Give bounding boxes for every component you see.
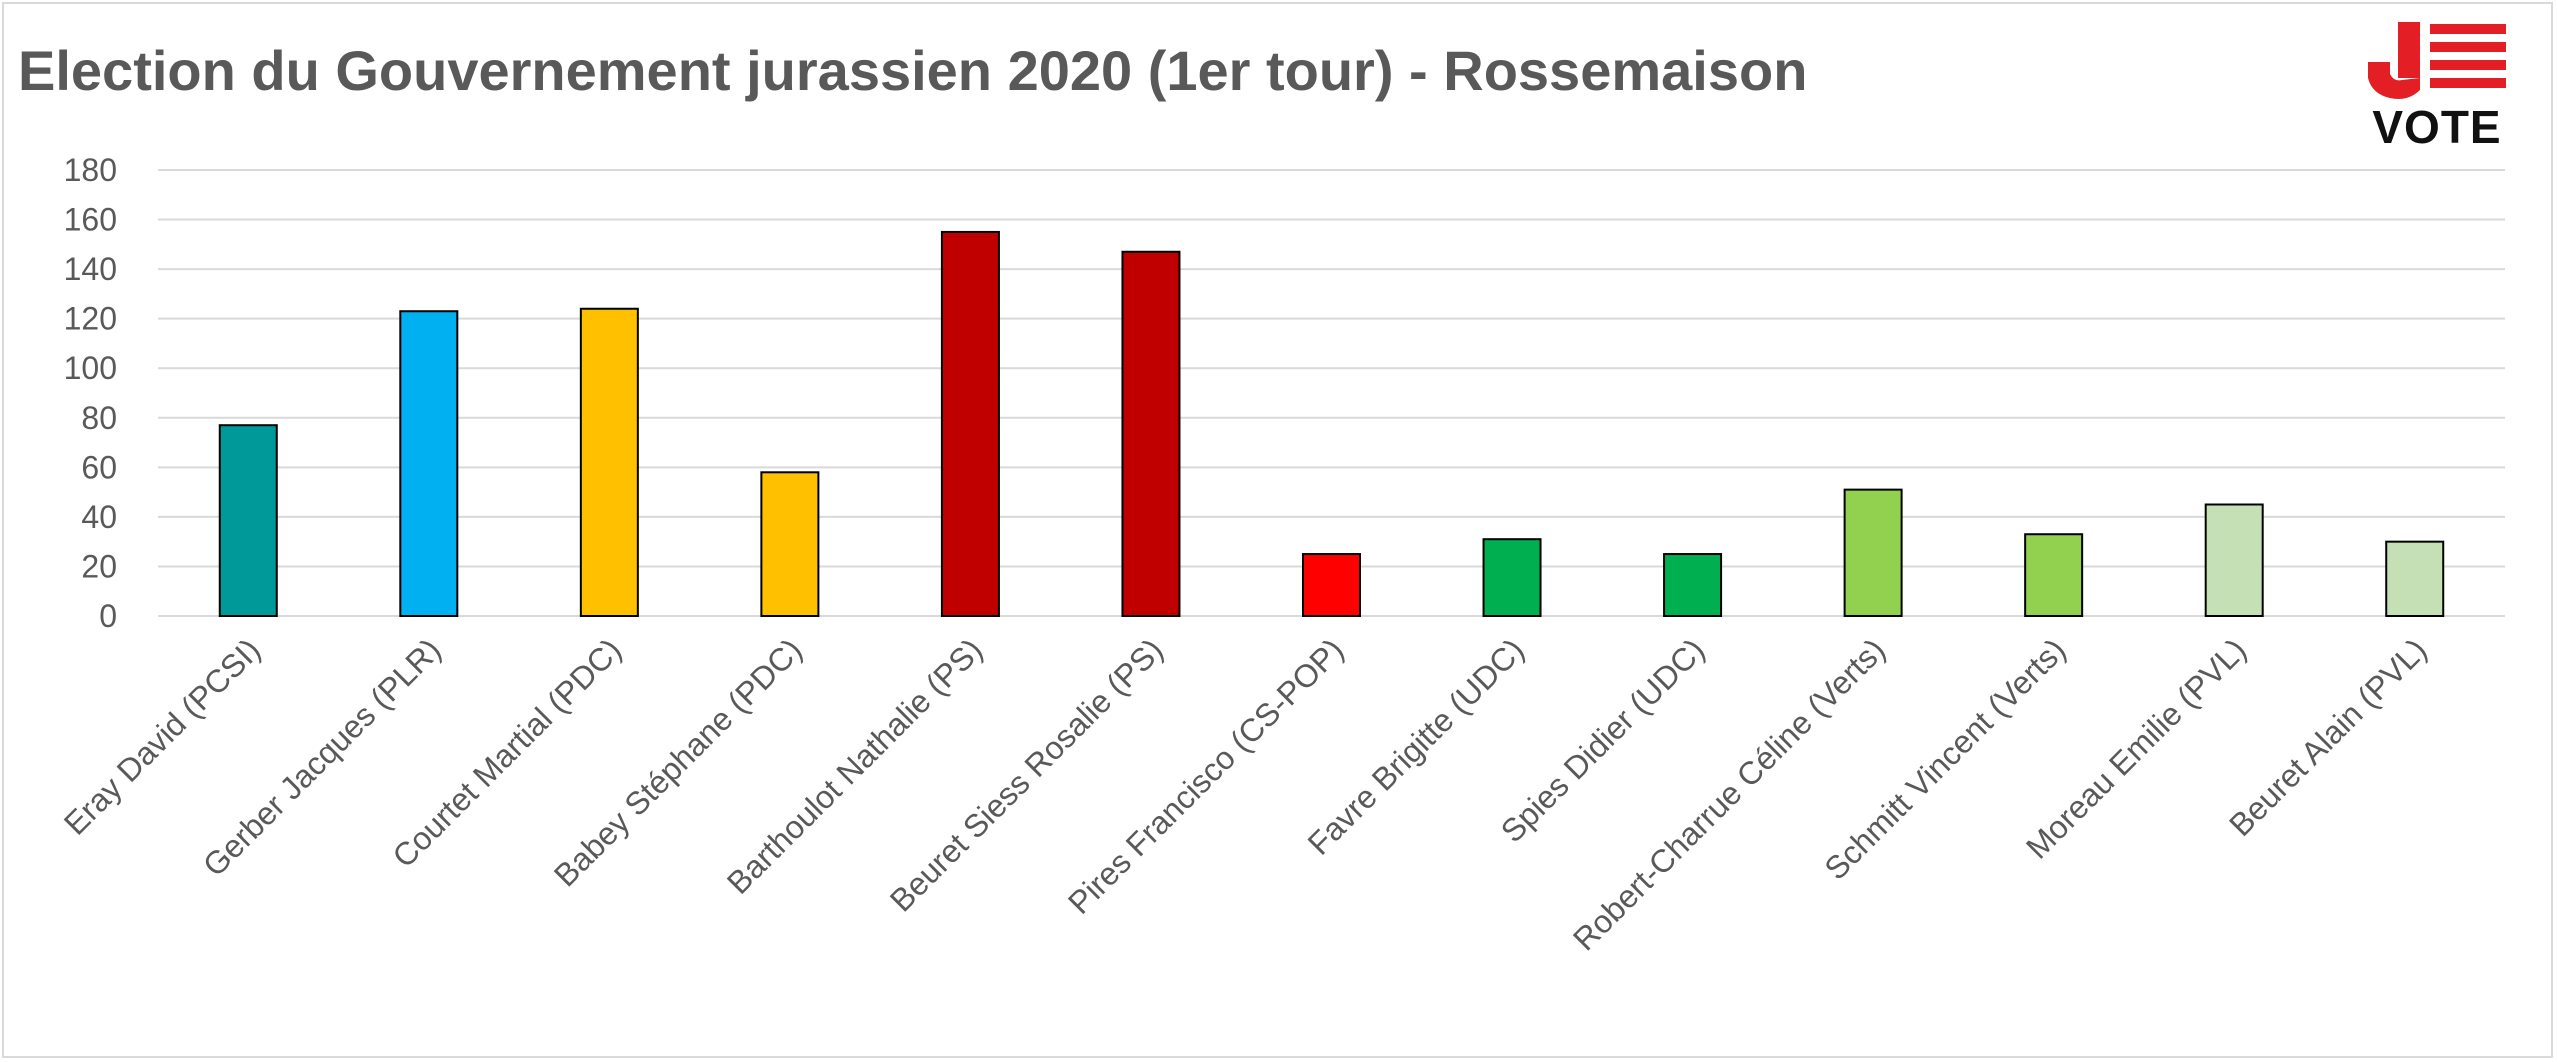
chart-title: Election du Gouvernement jurassien 2020 … [18,39,1808,102]
y-tick-label: 160 [64,202,117,238]
y-tick-label: 120 [64,301,117,337]
y-tick-label: 80 [81,400,117,436]
y-tick-label: 40 [81,499,117,535]
y-tick-label: 0 [99,598,117,634]
bar [1302,553,1361,617]
bar [399,310,459,617]
y-tick-label: 20 [81,548,117,584]
logo-j-mark-icon [2368,22,2506,99]
bar [1482,538,1542,618]
y-tick-label: 100 [64,350,117,386]
bar [1843,488,1903,617]
y-tick-label: 140 [64,251,117,287]
bar [1663,553,1723,617]
x-category-label: Robert-Charrue Céline (Verts) [1566,631,1892,957]
bars [218,230,2445,618]
bar [760,471,820,617]
y-tick-label: 180 [64,152,117,188]
gridlines [158,169,2505,617]
bar [2385,540,2445,618]
bar [1121,250,1181,617]
logo-vote-text: VOTE [2372,101,2502,153]
je-vote-logo [2368,22,2506,99]
x-category-label: Beuret Alain (PVL) [2222,631,2434,843]
y-axis-ticks: 0 20 40 60 80 100 120 140 160 180 [64,152,117,634]
bar [940,230,1000,617]
x-category-label: Eray David (PCSI) [57,631,267,841]
bar [2204,503,2264,617]
bar [579,307,639,617]
bar [218,424,278,618]
y-tick-label: 60 [81,449,117,485]
bar [2024,533,2084,618]
x-category-label: Spies Didier (UDC) [1494,631,1712,849]
x-axis-labels: Eray David (PCSI)Gerber Jacques (PLR)Cou… [57,631,2434,957]
